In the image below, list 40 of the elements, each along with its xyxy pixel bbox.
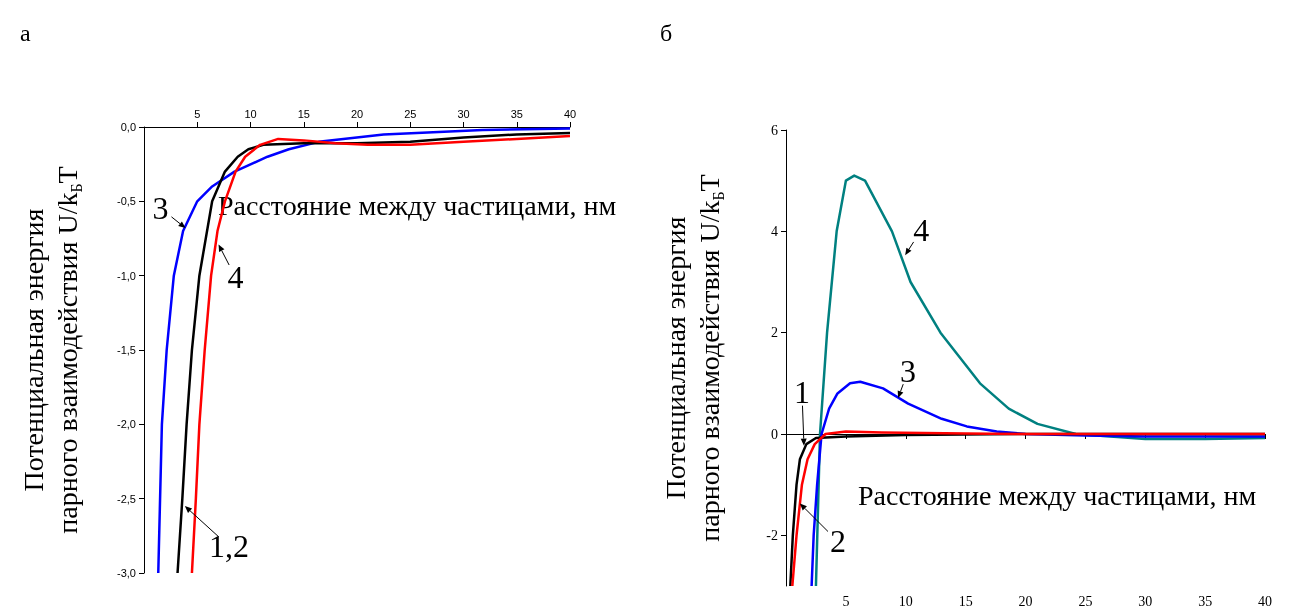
annotation: 3 [900, 353, 917, 390]
x-tick-label: 30 [457, 107, 470, 120]
x-tick-label: 30 [1138, 593, 1153, 609]
y-tick-label: -2 [766, 527, 778, 543]
y-tick-label: -1,5 [117, 344, 136, 356]
x-tick-label: 20 [350, 107, 364, 120]
x-tick-label: 40 [563, 107, 577, 120]
x-tick-label: 35 [1198, 593, 1213, 609]
annotation: 4 [227, 259, 244, 296]
x-tick-label: 10 [244, 107, 257, 120]
y-tick-label: 6 [771, 122, 778, 138]
y-tick-label: -3,0 [117, 567, 136, 579]
y-tick-label: 0 [771, 426, 778, 442]
x-tick-label: 35 [510, 107, 523, 120]
annotation: 1,2 [208, 528, 249, 565]
y-tick-label: -0,5 [117, 195, 136, 208]
x-axis-title: Расстояние между частицами, нм [858, 479, 1257, 511]
y-tick-label: -1,0 [117, 269, 136, 282]
chart-title: б [660, 20, 673, 46]
annotation: 1 [793, 373, 810, 410]
annotation: 2 [829, 523, 846, 560]
y-tick-label: 2 [771, 325, 778, 341]
x-tick-label: 5 [194, 107, 201, 120]
x-tick-label: 5 [842, 593, 850, 609]
x-tick-label: 25 [1078, 593, 1093, 609]
x-tick-label: 15 [958, 593, 973, 609]
chart-title: а [20, 20, 31, 46]
y-tick-label: -2,0 [117, 418, 136, 431]
annotation: 3 [152, 190, 169, 227]
y-tick-label: 0,0 [120, 121, 136, 133]
x-tick-label: 40 [1258, 593, 1272, 609]
y-axis-title: Потенциальная энергия парного взаимодействия U/kБT [17, 166, 85, 534]
y-tick-label: -2,5 [117, 492, 136, 505]
x-tick-label: 10 [898, 593, 913, 609]
x-tick-label: 15 [297, 107, 310, 120]
x-tick-label: 20 [1018, 593, 1033, 609]
y-tick-label: 4 [771, 223, 778, 239]
x-tick-label: 25 [404, 107, 417, 120]
annotation: 4 [913, 212, 930, 249]
y-axis-title: Потенциальная энергия парного взаимодействия U/kБT [659, 174, 727, 542]
